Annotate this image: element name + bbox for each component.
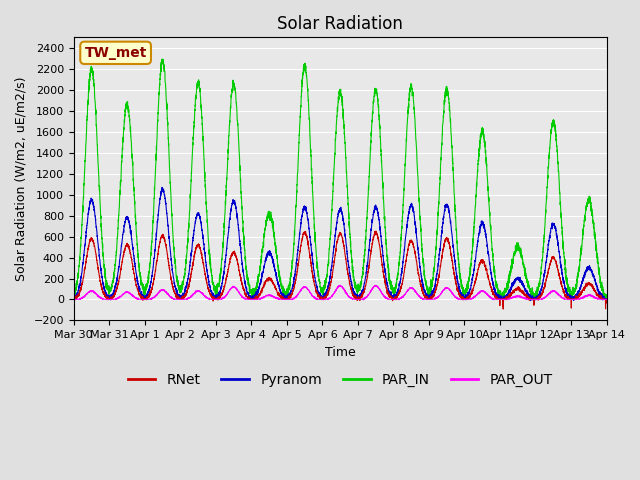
PAR_IN <box>166 167 173 173</box>
PAR_IN <box>70 291 77 297</box>
RNet <box>430 291 438 297</box>
RNet <box>372 228 380 234</box>
PAR_IN <box>460 287 467 293</box>
PAR_OUT <box>603 297 611 302</box>
Pyranom <box>158 184 166 190</box>
Pyranom <box>490 282 497 288</box>
Pyranom <box>602 296 610 302</box>
Pyranom <box>527 298 534 303</box>
Line: RNet: RNet <box>74 231 607 309</box>
Pyranom <box>460 294 467 300</box>
PAR_OUT <box>360 297 367 303</box>
PAR_IN <box>490 262 497 267</box>
RNet <box>499 306 507 312</box>
Pyranom <box>603 296 611 302</box>
Pyranom <box>321 290 328 296</box>
PAR_OUT <box>166 293 173 299</box>
Pyranom <box>166 242 173 248</box>
RNet <box>70 296 77 302</box>
PAR_OUT <box>320 297 328 302</box>
Legend: RNet, Pyranom, PAR_IN, PAR_OUT: RNet, Pyranom, PAR_IN, PAR_OUT <box>122 368 558 393</box>
RNet <box>602 297 610 302</box>
RNet <box>320 296 328 301</box>
Y-axis label: Solar Radiation (W/m2, uE/m2/s): Solar Radiation (W/m2, uE/m2/s) <box>15 77 28 281</box>
Pyranom <box>70 295 77 301</box>
PAR_IN <box>321 284 328 289</box>
PAR_OUT <box>430 296 438 302</box>
PAR_OUT <box>70 297 77 302</box>
Line: PAR_OUT: PAR_OUT <box>74 285 607 300</box>
Pyranom <box>430 286 438 291</box>
PAR_OUT <box>336 282 344 288</box>
PAR_IN <box>430 269 438 275</box>
PAR_IN <box>602 292 610 298</box>
Text: TW_met: TW_met <box>84 46 147 60</box>
PAR_IN <box>603 295 611 301</box>
RNet <box>603 297 611 302</box>
RNet <box>166 265 173 271</box>
PAR_OUT <box>460 297 467 302</box>
RNet <box>460 296 467 301</box>
PAR_OUT <box>490 296 498 301</box>
PAR_IN <box>496 297 504 302</box>
RNet <box>490 290 497 296</box>
PAR_IN <box>158 56 166 62</box>
Line: Pyranom: Pyranom <box>74 187 607 300</box>
X-axis label: Time: Time <box>324 346 356 359</box>
Title: Solar Radiation: Solar Radiation <box>277 15 403 33</box>
PAR_OUT <box>602 297 610 302</box>
Line: PAR_IN: PAR_IN <box>74 59 607 300</box>
